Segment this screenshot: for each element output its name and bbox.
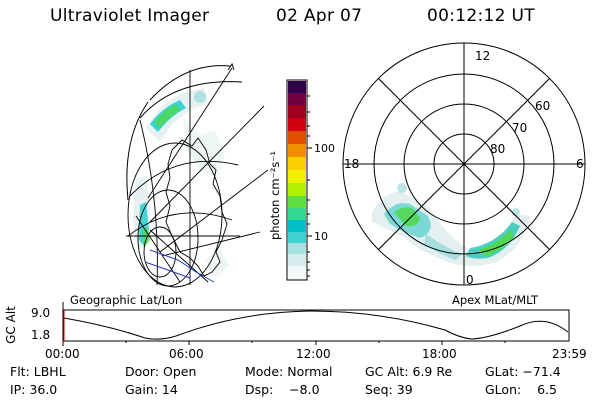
- colorbar: 100 10 photon cm⁻²s⁻¹: [268, 79, 335, 281]
- dsp-status: Dsp: −8.0: [245, 382, 320, 397]
- seq-status: Seq: 39: [365, 382, 413, 397]
- door-status: Door: Open: [125, 364, 197, 379]
- observation-time: 00:12:12 UT: [427, 6, 535, 26]
- colorbar-unit-label: photon cm⁻²s⁻¹: [268, 151, 282, 240]
- mlt-label-12: 12: [475, 49, 490, 63]
- colorbar-tick-100: 100: [314, 142, 335, 155]
- mlt-label-0: 0: [466, 273, 474, 287]
- mlat-label-60: 60: [535, 99, 550, 113]
- glat-status: GLat: −71.4: [485, 364, 561, 379]
- geographic-map: [126, 62, 269, 288]
- glon-status: GLon: 6.5: [485, 382, 557, 397]
- geographic-panel-label: Geographic Lat/Lon: [70, 293, 183, 307]
- gain-status: Gain: 14: [125, 382, 178, 397]
- mlt-label-6: 6: [576, 157, 584, 171]
- colorbar-tick-10: 10: [314, 230, 328, 243]
- ip-status: IP: 36.0: [10, 382, 58, 397]
- mlat-label-80: 80: [490, 142, 505, 156]
- filter-status: Flt: LBHL: [10, 364, 66, 379]
- mode-status: Mode: Normal: [245, 364, 333, 379]
- instrument-title: Ultraviolet Imager: [50, 6, 210, 26]
- time-tick-1200: 12:00: [296, 347, 331, 361]
- observation-date: 02 Apr 07: [276, 6, 363, 26]
- time-tick-0000: 00:00: [45, 347, 80, 361]
- time-tick-2359: 23:59: [552, 347, 587, 361]
- polar-mlt-plot: 12 18 6 0 60 70 80: [342, 42, 586, 287]
- mlt-label-18: 18: [344, 157, 359, 171]
- altitude-axis-title: GC Alt: [3, 306, 18, 344]
- altitude-tick-1-8: 1.8: [31, 328, 51, 342]
- altitude-tick-9-0: 9.0: [31, 306, 51, 320]
- time-tick-0600: 06:00: [169, 347, 204, 361]
- altitude-strip-chart: [62, 302, 570, 346]
- gc-alt-status: GC Alt: 6.9 Re: [365, 364, 453, 379]
- mlat-label-70: 70: [512, 121, 527, 135]
- time-tick-1800: 18:00: [422, 347, 457, 361]
- left-aurora-emission: [133, 88, 230, 278]
- apex-panel-label: Apex MLat/MLT: [452, 293, 539, 307]
